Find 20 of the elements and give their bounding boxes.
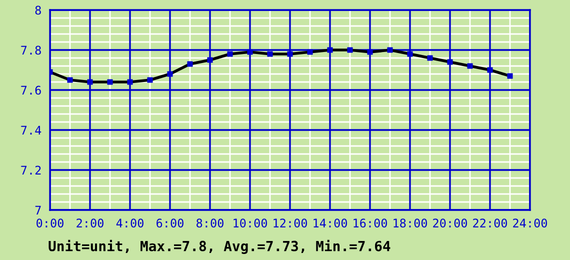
x-tick-label: 24:00 (513, 218, 548, 228)
x-tick-label: 6:00 (156, 218, 184, 228)
x-tick-label: 2:00 (76, 218, 104, 228)
text: Unit=unit, Max.=7.8, Avg.=7.73, Min.=7.64 (48, 240, 390, 254)
x-tick-label: 12:00 (274, 218, 308, 228)
y-tick-label: 7.8 (21, 46, 41, 55)
y-tick-label: 7.6 (21, 86, 41, 95)
x-tick-label: 14:00 (314, 218, 348, 228)
y-tick-label: 7.2 (21, 166, 41, 175)
x-tick-label: 10:00 (234, 218, 268, 228)
x-tick-label: 4:00 (116, 218, 144, 228)
x-tick-label: 20:00 (433, 218, 468, 228)
x-tick-label: 22:00 (473, 218, 508, 228)
x-tick-label: 16:00 (354, 218, 388, 228)
y-tick-label: 8 (35, 6, 41, 15)
x-tick-label: 8:00 (196, 218, 224, 228)
x-tick-label: 0:00 (36, 218, 64, 228)
y-tick-label: 7.4 (21, 126, 42, 135)
x-tick-label: 18:00 (394, 218, 428, 228)
y-tick-label: 7 (35, 206, 41, 215)
